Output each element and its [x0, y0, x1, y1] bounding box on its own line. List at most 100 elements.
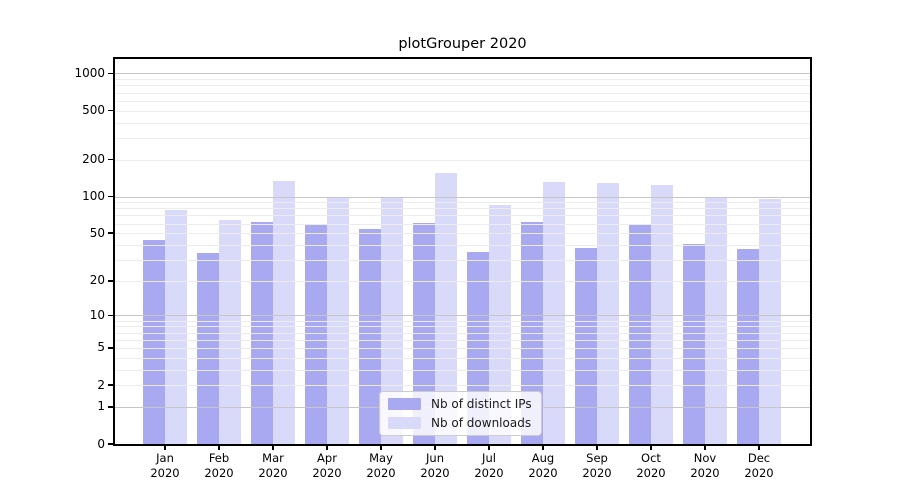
- y-tick-mark: [108, 314, 113, 317]
- bar-downloads-may: [381, 196, 403, 444]
- bar-distinct-ips-feb: [197, 253, 219, 444]
- y-tick-mark: [108, 232, 113, 234]
- x-tick-label-line: 2020: [420, 466, 450, 480]
- x-tick-label-line: Apr: [317, 451, 337, 465]
- y-tick-label: 5: [97, 340, 105, 355]
- x-tick-label: Nov 2020: [675, 451, 735, 481]
- x-tick-label-line: 2020: [474, 466, 504, 480]
- x-tick-label: Sep 2020: [567, 451, 627, 481]
- bar-distinct-ips-nov: [683, 243, 705, 444]
- x-tick-label: Apr 2020: [297, 451, 357, 481]
- y-tick-label: 200: [82, 152, 105, 167]
- x-tick-mark: [326, 446, 328, 450]
- x-tick-label-line: Sep: [586, 451, 608, 465]
- bar-distinct-ips-mar: [251, 221, 273, 444]
- x-tick-label-line: Oct: [641, 451, 661, 465]
- y-tick-label: 2: [97, 377, 105, 392]
- y-tick-mark: [108, 347, 113, 349]
- bar-downloads-feb: [219, 220, 241, 444]
- bar-downloads-apr: [327, 198, 349, 444]
- x-tick-label-line: 2020: [204, 466, 234, 480]
- bar-downloads-oct: [651, 184, 673, 444]
- legend-label-downloads: Nb of downloads: [431, 416, 532, 430]
- chart-title: plotGrouper 2020: [398, 36, 527, 52]
- x-tick-mark: [758, 446, 760, 450]
- x-tick-mark: [488, 446, 490, 450]
- y-tick-label: 20: [89, 273, 105, 288]
- x-tick-label-line: 2020: [258, 466, 288, 480]
- y-tick-label: 100: [82, 189, 105, 203]
- x-tick-label-line: 2020: [744, 466, 774, 480]
- legend-swatch-distinct-ips: [388, 398, 421, 410]
- gridline-minor: [115, 137, 810, 139]
- x-tick-label-line: 2020: [150, 466, 180, 480]
- gridline-minor: [115, 122, 810, 124]
- x-tick-mark: [704, 446, 706, 450]
- x-tick-label-line: 2020: [366, 466, 396, 480]
- y-tick-mark: [108, 109, 113, 112]
- x-tick-label: May 2020: [351, 451, 411, 481]
- x-tick-label-line: Dec: [747, 451, 771, 465]
- y-tick-mark: [108, 406, 113, 408]
- x-tick-label-line: 2020: [582, 466, 612, 480]
- y-tick-label: 10: [89, 307, 105, 322]
- x-tick-label-line: 2020: [312, 466, 342, 480]
- y-tick-mark: [108, 195, 113, 198]
- x-tick-label-line: May: [369, 451, 393, 465]
- legend: Nb of distinct IPs Nb of downloads: [379, 391, 542, 436]
- y-tick-label: 50: [89, 225, 105, 240]
- bar-downloads-mar: [273, 180, 295, 444]
- bar-downloads-jul: [489, 205, 511, 444]
- x-tick-label: Jan 2020: [135, 451, 195, 481]
- x-tick-label-line: Jul: [482, 451, 496, 465]
- bar-downloads-aug: [543, 182, 565, 444]
- x-tick-label-line: 2020: [636, 466, 666, 480]
- x-tick-label-line: Jun: [426, 451, 444, 465]
- gridline-major: [115, 73, 810, 75]
- x-tick-label-line: Feb: [208, 451, 230, 465]
- gridline-minor: [115, 100, 810, 102]
- x-tick-label: Feb 2020: [189, 451, 249, 481]
- bar-downloads-dec: [759, 199, 781, 444]
- x-tick-label: Aug 2020: [513, 451, 573, 481]
- gridline-minor: [115, 159, 810, 161]
- bar-downloads-jan: [165, 209, 187, 444]
- bar-distinct-ips-jan: [143, 239, 165, 444]
- y-tick-mark: [108, 443, 113, 445]
- x-tick-mark: [434, 446, 436, 450]
- legend-item-downloads: Nb of downloads: [388, 416, 532, 430]
- y-tick-label: 500: [82, 103, 105, 118]
- x-tick-mark: [164, 446, 166, 450]
- x-tick-label-line: Jan: [156, 451, 174, 465]
- legend-swatch-downloads: [388, 417, 421, 429]
- bar-downloads-sep: [597, 182, 619, 444]
- x-tick-label-line: Aug: [531, 451, 555, 465]
- x-tick-label-line: 2020: [528, 466, 558, 480]
- legend-label-distinct-ips: Nb of distinct IPs: [431, 397, 532, 411]
- gridline-minor: [115, 85, 810, 87]
- x-tick-label-line: Mar: [262, 451, 284, 465]
- x-tick-mark: [218, 446, 220, 450]
- gridline-minor: [115, 92, 810, 94]
- x-tick-mark: [650, 446, 652, 450]
- x-tick-mark: [542, 446, 544, 450]
- y-tick-label: 0: [97, 436, 105, 451]
- x-tick-label: Mar 2020: [243, 451, 303, 481]
- y-tick-mark: [108, 72, 113, 75]
- bar-downloads-jun: [435, 173, 457, 444]
- x-tick-label-line: 2020: [690, 466, 720, 480]
- y-tick-mark: [108, 158, 113, 161]
- bar-distinct-ips-oct: [629, 223, 651, 444]
- bar-downloads-nov: [705, 196, 727, 444]
- y-tick-mark: [108, 384, 113, 386]
- gridline-minor: [115, 110, 810, 112]
- bar-distinct-ips-dec: [737, 248, 759, 444]
- x-tick-label-line: Nov: [693, 451, 717, 465]
- x-tick-label: Dec 2020: [729, 451, 789, 481]
- y-tick-mark: [108, 280, 113, 282]
- bar-distinct-ips-apr: [305, 225, 327, 444]
- x-tick-mark: [380, 446, 382, 450]
- x-tick-mark: [596, 446, 598, 450]
- y-tick-label: 1: [97, 399, 105, 414]
